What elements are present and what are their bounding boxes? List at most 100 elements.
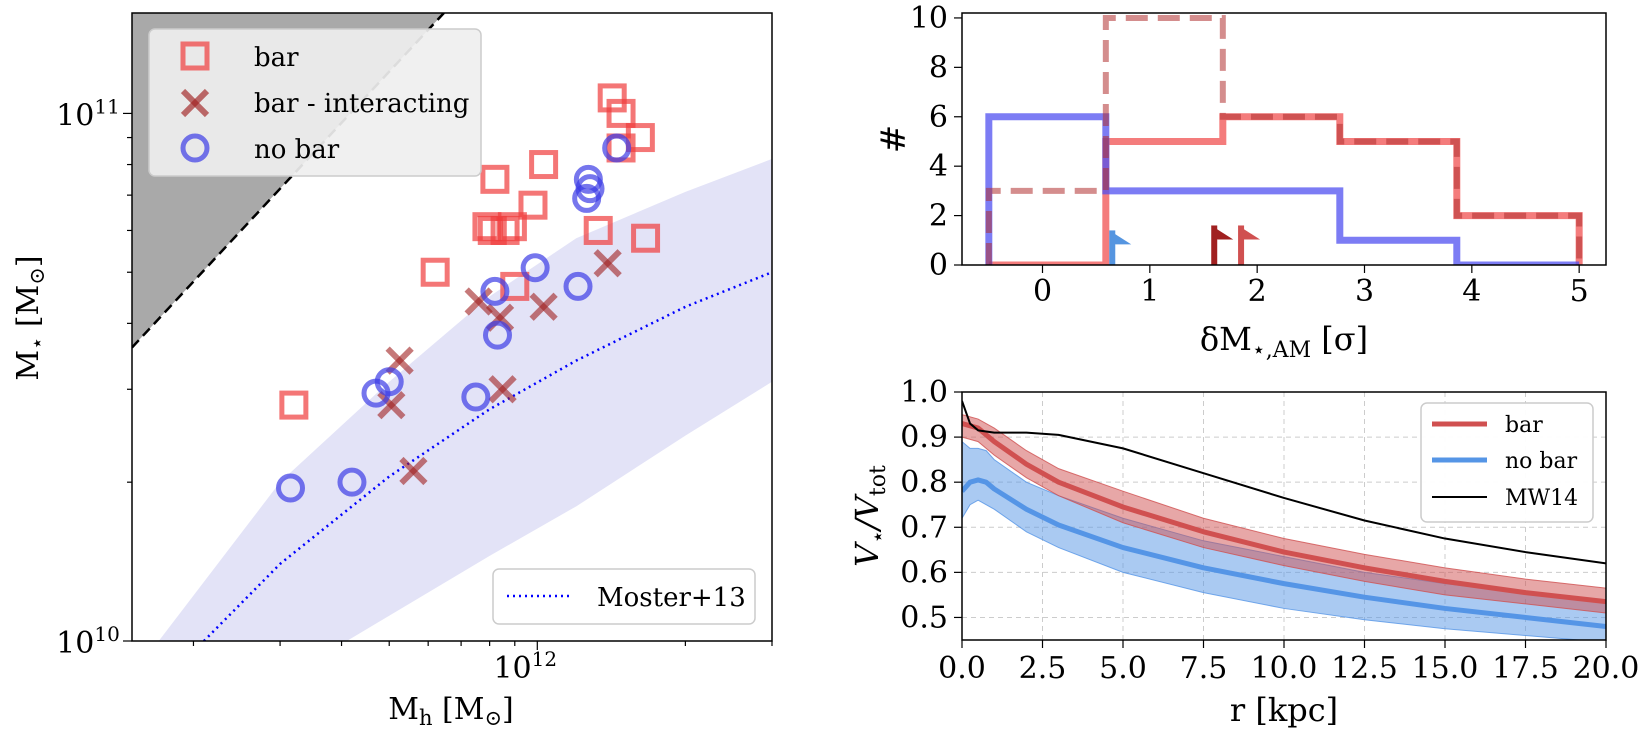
interacting-point	[464, 287, 493, 316]
marker-legend: bar bar - interacting no bar	[148, 28, 482, 177]
velocity-y-tick-label: 0.8	[900, 465, 948, 500]
velocity-axis-ticks: 0.0 2.5 5.0 7.5 10.0 12.5 15.0 17.5 20.0 0.5 0.6 0.…	[900, 375, 1639, 686]
velocity-x-tick-label: 20.0	[1573, 651, 1640, 686]
velocity-x-tick-label: 7.5	[1180, 651, 1228, 686]
no-bar-point	[461, 382, 491, 412]
bar-point	[583, 215, 613, 245]
hist-x-tick-label: 4	[1462, 274, 1481, 309]
legend-label-bar: bar	[254, 43, 299, 73]
hist-y-tick-label: 6	[929, 100, 948, 135]
bar-point	[529, 150, 559, 180]
line-bar	[962, 421, 1606, 605]
bar-point	[497, 212, 527, 242]
velocity-x-tick-label: 12.5	[1331, 651, 1398, 686]
interacting-point	[488, 375, 517, 404]
bar-point	[631, 223, 661, 253]
hist-y-tick-label: 2	[929, 199, 948, 234]
hist-y-tick-label: 10	[910, 1, 948, 36]
bar-point	[500, 271, 530, 301]
hist-x-tick-label: 5	[1570, 274, 1589, 309]
no-bar-point	[480, 276, 510, 306]
left-x-axis-label: Mh [M⊙]	[388, 692, 514, 730]
velocity-x-tick-label: 15.0	[1412, 651, 1479, 686]
hist-y-tick-label: 8	[929, 50, 948, 85]
line-no-bar	[962, 477, 1606, 629]
x-tick-label: 1012	[493, 647, 557, 686]
interacting-point	[377, 390, 406, 420]
hist-x-tick-label: 0	[1033, 274, 1052, 309]
no-bar-point	[482, 320, 512, 350]
velocity-legend-box	[1420, 402, 1594, 523]
velocity-x-axis-label: r [kpc]	[1230, 691, 1338, 729]
line-mw14	[962, 400, 1606, 565]
velocity-ratio-panel: 0.0 2.5 5.0 7.5 10.0 12.5 15.0 17.5 20.0 0.5 0.6 0.…	[848, 375, 1639, 729]
legend-bar-marker	[180, 41, 210, 71]
no-bar-point	[602, 133, 632, 163]
legend-label-no-bar: no bar	[254, 135, 340, 165]
median-flag	[1109, 230, 1132, 265]
hist-no-bar	[985, 113, 1580, 265]
velocity-legend-label-mw14: MW14	[1505, 486, 1578, 511]
median-flag	[1211, 225, 1234, 265]
y-tick-label: 1010	[56, 622, 120, 661]
velocity-legend: bar no bar MW14	[1420, 402, 1594, 523]
bar-point	[606, 98, 636, 128]
legend-nobar-marker	[180, 133, 210, 163]
velocity-x-tick-label: 10.0	[1251, 651, 1318, 686]
velocity-lines	[962, 400, 1606, 629]
hist-x-tick-label: 3	[1355, 274, 1374, 309]
bar-point	[279, 390, 309, 420]
velocity-legend-label-bar: bar	[1505, 413, 1543, 438]
histogram-x-axis-label: δM⋆,AM [σ]	[1200, 320, 1368, 363]
velocity-y-tick-label: 0.9	[900, 420, 948, 455]
upper-limit-dashed-line	[132, 13, 445, 349]
bar-point	[518, 190, 548, 220]
no-bar-point	[374, 367, 404, 397]
no-bar-point	[563, 271, 593, 301]
galaxy-points	[276, 83, 661, 503]
velocity-y-tick-label: 0.6	[900, 555, 948, 590]
interacting-point	[593, 249, 622, 278]
median-flags	[1109, 225, 1261, 265]
no-bar-point	[575, 174, 605, 204]
moster-relation-line	[202, 271, 772, 641]
offset-histogram-panel: 0 1 2 3 4 5 0 2 4 6 8 10 δM⋆,AM [σ] #	[874, 1, 1607, 363]
bar-point	[480, 164, 510, 194]
velocity-legend-label-no-bar: no bar	[1505, 449, 1578, 474]
left-y-axis-label: M⋆ [M⊙]	[11, 255, 49, 380]
median-flag	[1238, 225, 1261, 265]
histogram-axis-ticks: 0 1 2 3 4 5 0 2 4 6 8 10	[910, 1, 1589, 309]
line-legend: Moster+13	[492, 568, 756, 625]
no-bar-point	[337, 467, 367, 497]
line-legend-box	[492, 568, 756, 625]
hist-x-tick-label: 1	[1140, 274, 1159, 309]
velocity-x-tick-label: 0.0	[938, 651, 986, 686]
velocity-x-tick-label: 5.0	[1099, 651, 1147, 686]
hist-y-tick-label: 0	[929, 248, 948, 283]
velocity-y-tick-label: 0.7	[900, 510, 948, 545]
velocity-y-tick-label: 1.0	[900, 375, 948, 410]
histogram-frame	[961, 12, 1607, 266]
bar-point	[625, 123, 655, 153]
y-tick-label: 1011	[56, 94, 120, 133]
hist-x-tick-label: 2	[1248, 274, 1267, 309]
marker-legend-box	[148, 28, 482, 177]
interacting-point	[399, 456, 428, 486]
bar-point	[420, 257, 450, 287]
no-bar-point	[520, 253, 550, 283]
hist-y-tick-label: 4	[929, 149, 948, 184]
hist-bar-interacting	[985, 14, 1583, 265]
bar-point	[490, 215, 520, 245]
left-plot-frame	[131, 12, 773, 642]
histogram-steps	[985, 14, 1583, 265]
stellar-halo-mass-panel: 1012 1010 1011 bar bar - interacting no ba…	[11, 12, 773, 730]
interacting-point	[529, 292, 558, 321]
velocity-y-axis-label: V⋆/Vtot	[848, 465, 891, 567]
legend-label-bar-interacting: bar - interacting	[254, 89, 469, 119]
no-bar-point	[276, 473, 306, 503]
legend-interacting-marker	[180, 88, 210, 118]
bar-point	[597, 83, 627, 113]
histogram-y-axis-label: #	[874, 125, 914, 154]
velocity-x-tick-label: 2.5	[1019, 651, 1067, 686]
